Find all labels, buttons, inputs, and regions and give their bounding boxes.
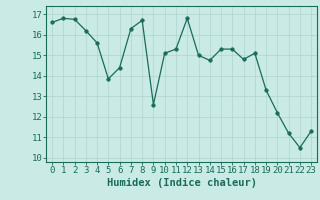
X-axis label: Humidex (Indice chaleur): Humidex (Indice chaleur) — [107, 178, 257, 188]
